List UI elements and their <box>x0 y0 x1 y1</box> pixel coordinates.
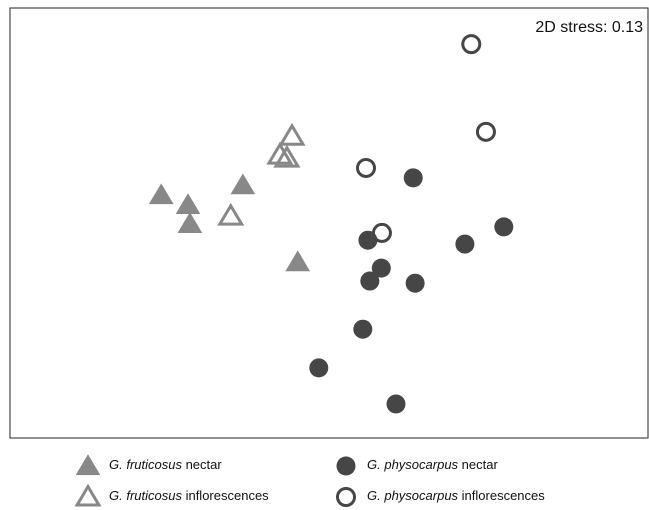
data-point <box>217 202 245 226</box>
data-point <box>177 212 203 233</box>
data-point <box>356 157 377 178</box>
data-point <box>266 141 294 165</box>
legend-label: G. physocarpus inflorescences <box>367 488 545 503</box>
data-point <box>175 193 201 215</box>
data-point <box>403 168 423 188</box>
data-point <box>353 319 373 339</box>
legend-marker <box>336 487 356 507</box>
data-point <box>461 34 482 55</box>
data-point <box>494 217 514 237</box>
legend-label: G. fruticosus nectar <box>109 457 222 472</box>
legend-marker <box>74 483 102 507</box>
legend-marker <box>75 454 101 476</box>
data-point <box>405 273 425 293</box>
data-point <box>360 271 380 291</box>
data-point <box>309 358 329 378</box>
legend-label: G. fruticosus inflorescences <box>109 488 269 503</box>
data-point <box>386 394 406 414</box>
data-point <box>273 144 301 168</box>
data-point <box>371 258 391 278</box>
data-point <box>455 234 475 254</box>
legend-marker <box>336 456 356 476</box>
data-point <box>148 183 174 205</box>
stress-annotation: 2D stress: 0.13 <box>535 19 643 36</box>
plot-frame <box>9 7 649 439</box>
legend-label: G. physocarpus nectar <box>367 457 498 472</box>
data-point <box>475 121 496 142</box>
data-point <box>371 222 392 243</box>
data-point <box>285 250 311 272</box>
data-point <box>278 122 306 146</box>
data-point <box>230 173 256 195</box>
